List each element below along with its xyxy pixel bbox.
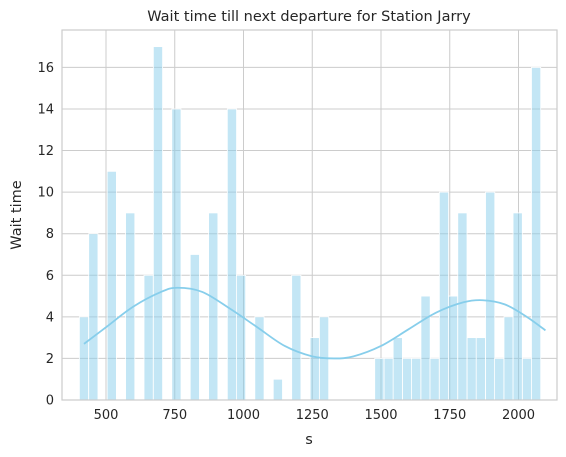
y-tick-label: 10 <box>37 186 54 201</box>
y-tick-label: 6 <box>46 269 54 284</box>
y-tick-label: 4 <box>46 310 54 325</box>
histogram-bar <box>208 212 219 401</box>
histogram-bar <box>494 358 505 401</box>
histogram-bar <box>512 212 523 401</box>
kde-line <box>83 286 546 360</box>
chart-title: Wait time till next departure for Statio… <box>147 9 471 25</box>
histogram-bar <box>171 108 182 401</box>
histogram-bar <box>503 316 514 401</box>
histogram-bar <box>531 67 542 401</box>
histogram-bar <box>438 191 449 401</box>
y-tick-label: 2 <box>46 352 54 367</box>
y-tick-label: 8 <box>46 227 54 242</box>
histogram-bar <box>392 337 403 401</box>
histogram-bar <box>429 358 440 401</box>
histogram-bar <box>485 191 496 401</box>
x-tick-label: 750 <box>162 408 187 423</box>
histogram-bar <box>522 358 533 401</box>
histogram-bar <box>402 358 413 401</box>
histogram-bar <box>78 316 90 401</box>
histogram-bar <box>411 358 422 401</box>
histogram-bar <box>466 337 477 401</box>
bars <box>78 46 542 401</box>
histogram-bar <box>143 274 154 401</box>
histogram-bar <box>475 337 486 401</box>
x-axis-label: s <box>305 432 313 448</box>
histogram-bar <box>189 254 200 401</box>
x-tick-label: 1750 <box>433 408 466 423</box>
y-tick-label: 14 <box>37 102 54 117</box>
histogram-bar <box>226 108 237 401</box>
histogram-bar <box>457 212 468 401</box>
histogram-bar <box>272 378 283 401</box>
y-ticks: 0 2 4 6 8 10 12 14 16 <box>37 61 54 409</box>
y-axis-label: Wait time <box>9 180 25 249</box>
y-tick-label: 16 <box>37 61 54 76</box>
x-tick-label: 1500 <box>364 408 397 423</box>
x-tick-label: 2000 <box>502 408 535 423</box>
x-tick-label: 500 <box>94 408 119 423</box>
y-tick-label: 0 <box>46 394 54 409</box>
histogram-bar <box>106 170 117 401</box>
histogram-bar <box>152 46 163 401</box>
y-tick-label: 12 <box>37 144 54 159</box>
x-ticks: 500 750 1000 1250 1500 1750 2000 <box>94 408 535 423</box>
histogram-bar <box>88 233 99 401</box>
histogram-bar <box>236 274 247 401</box>
histogram-bar <box>448 295 459 401</box>
histogram-bar <box>309 337 320 401</box>
histogram-bar <box>374 358 385 401</box>
histogram-bar <box>420 295 431 401</box>
histogram-bar <box>383 358 394 401</box>
x-tick-label: 1000 <box>227 408 260 423</box>
histogram-bar <box>291 274 302 401</box>
x-tick-label: 1250 <box>296 408 329 423</box>
plot-frame <box>61 29 558 401</box>
